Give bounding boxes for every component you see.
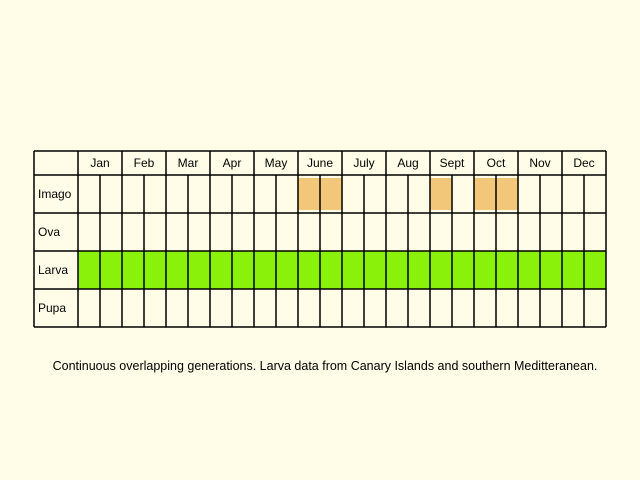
month-header-jan: Jan <box>90 156 109 170</box>
row-label-pupa: Pupa <box>38 301 66 315</box>
month-header-mar: Mar <box>178 156 199 170</box>
occurrence-mark-imago <box>320 178 342 210</box>
month-header-may: May <box>265 156 288 170</box>
month-header-feb: Feb <box>134 156 155 170</box>
month-header-apr: Apr <box>223 156 242 170</box>
caption: Continuous overlapping generations. Larv… <box>52 359 598 373</box>
month-header-july: July <box>353 156 374 170</box>
month-header-oct: Oct <box>487 156 506 170</box>
row-label-ova: Ova <box>38 225 60 239</box>
occurrence-mark-imago <box>474 178 496 210</box>
row-label-larva: Larva <box>38 263 68 277</box>
month-header-dec: Dec <box>573 156 594 170</box>
row-label-imago: Imago <box>38 187 72 201</box>
month-header-nov: Nov <box>529 156 550 170</box>
month-header-june: June <box>307 156 333 170</box>
month-header-aug: Aug <box>397 156 418 170</box>
occurrence-mark-imago <box>298 178 320 210</box>
month-header-sept: Sept <box>440 156 465 170</box>
occurrence-mark-imago <box>496 178 518 210</box>
occurrence-mark-imago <box>430 178 452 210</box>
